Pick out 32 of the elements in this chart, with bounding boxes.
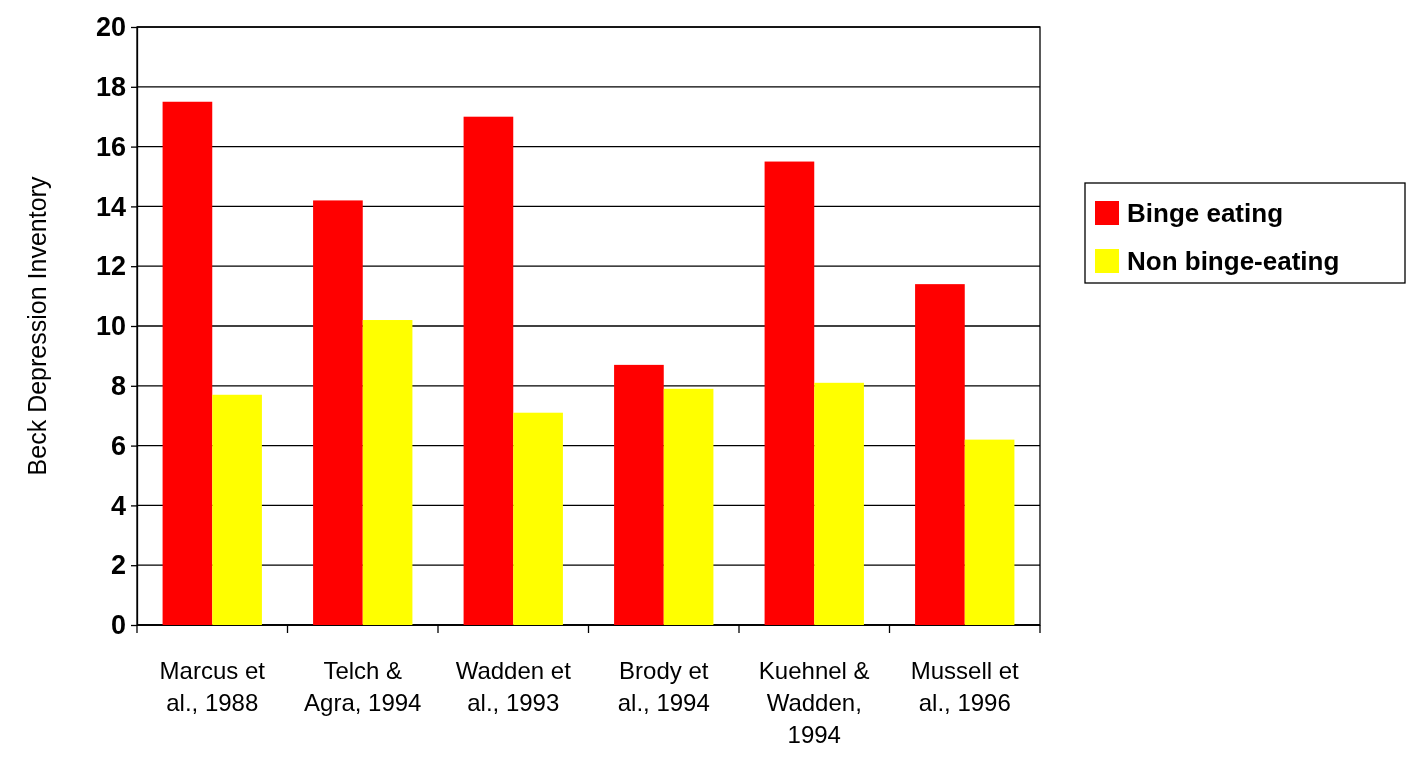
y-tick-label: 18 <box>95 71 126 102</box>
y-tick-label: 20 <box>95 12 126 43</box>
x-tick-label: Kuehnel & Wadden, 1994 <box>758 657 870 748</box>
x-tick-label: Mussell et al., 1996 <box>910 657 1020 716</box>
y-tick-label: 12 <box>95 251 126 282</box>
bar <box>915 284 965 625</box>
x-tick-label: Telch & Agra, 1994 <box>304 657 422 716</box>
y-tick-label: 8 <box>110 370 126 401</box>
bar <box>814 382 864 625</box>
y-tick-label: 6 <box>110 430 126 461</box>
x-tick-label: Wadden et al., 1993 <box>455 657 572 716</box>
y-tick-label: 10 <box>95 311 126 342</box>
bar <box>463 116 514 625</box>
legend-label: Non binge-eating <box>1127 246 1340 276</box>
bar <box>614 364 664 625</box>
x-tick-label: Marcus et al., 1988 <box>159 657 266 716</box>
bar <box>964 439 1015 625</box>
legend-label: Binge eating <box>1127 198 1284 228</box>
y-tick-label: 16 <box>95 131 126 162</box>
bar <box>212 394 262 625</box>
y-tick-label: 0 <box>110 610 126 641</box>
y-tick-label: 2 <box>110 550 126 581</box>
bar <box>663 388 714 625</box>
x-tick-label: Brody et al., 1994 <box>617 657 710 716</box>
bar <box>362 320 413 625</box>
y-tick-label: 14 <box>95 191 126 222</box>
bar <box>313 200 363 625</box>
bar <box>513 412 563 625</box>
y-axis-title: Beck Depression Inventory <box>23 176 51 476</box>
bar <box>764 161 815 625</box>
bar <box>162 101 213 625</box>
y-tick-label: 4 <box>110 490 126 521</box>
